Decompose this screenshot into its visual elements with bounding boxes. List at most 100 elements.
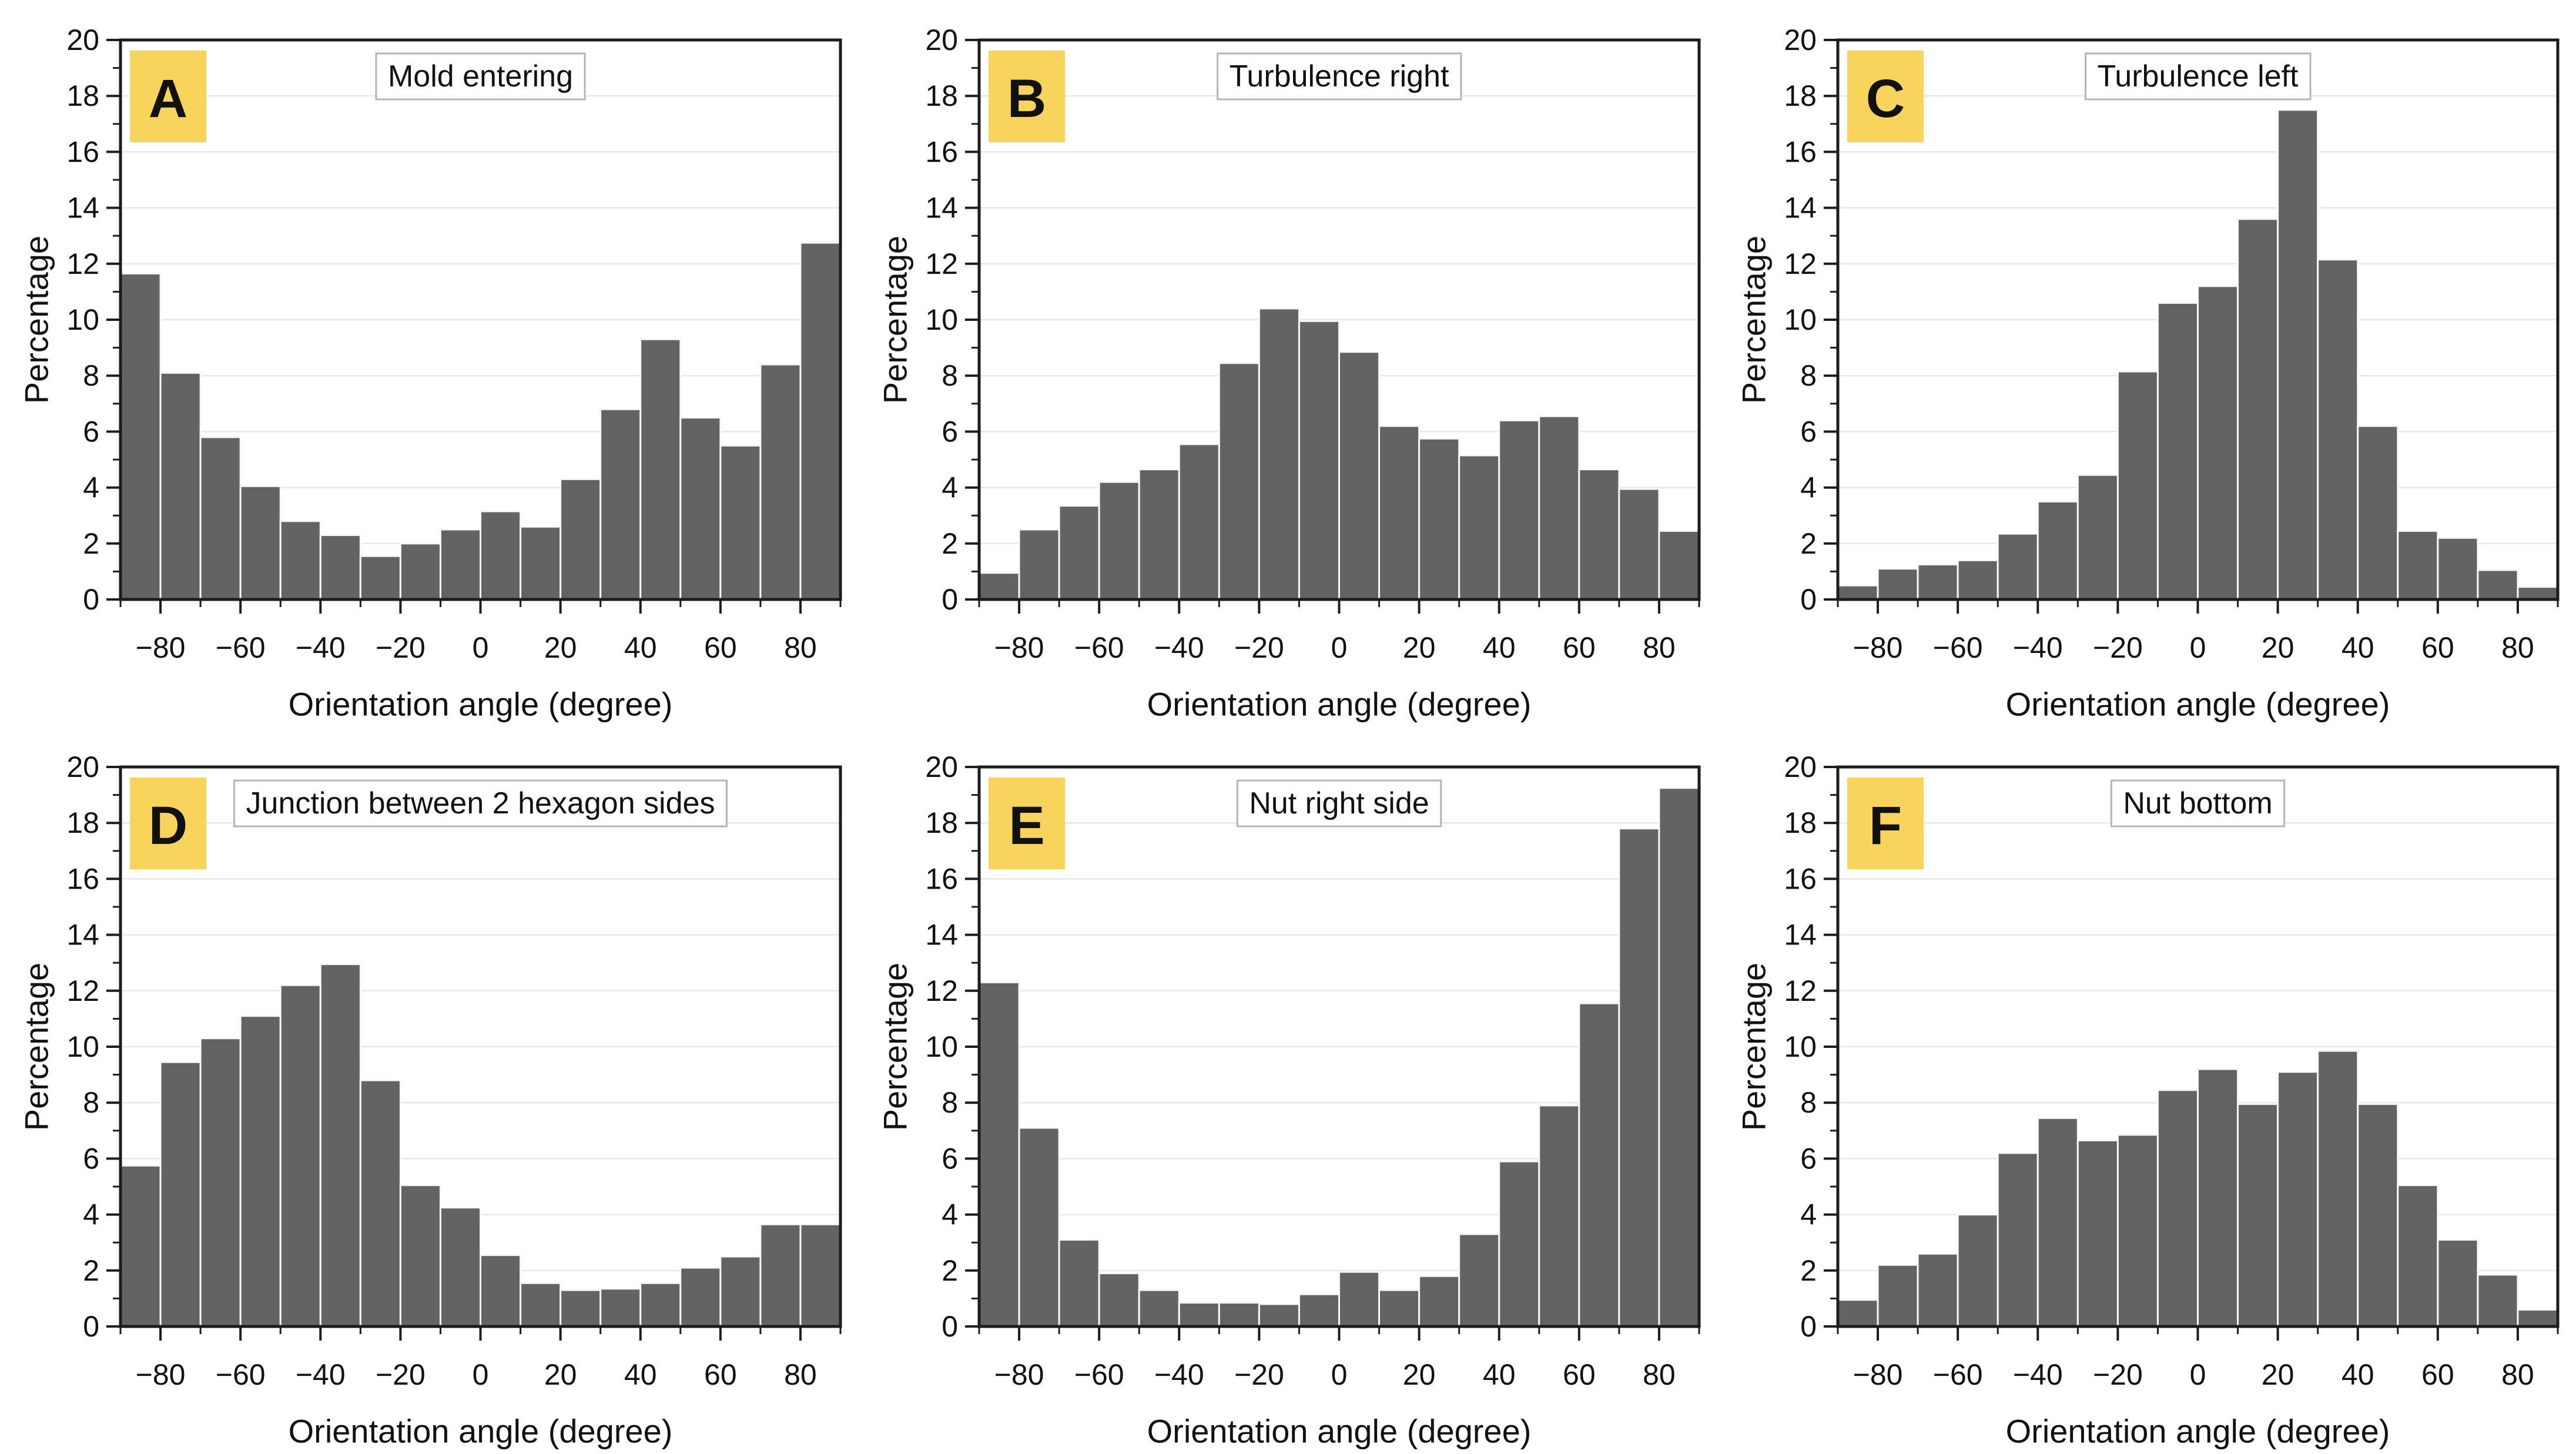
histogram-bar xyxy=(679,1267,722,1328)
histogram-bar xyxy=(1058,1238,1100,1328)
histogram-A-chart: 0 2 4 6 8 10 12 14 16 18 20 −80 −60 −40 −20 0 20 40 60 80 Or… xyxy=(18,24,842,723)
y-tick-label: 10 xyxy=(66,1030,99,1063)
y-tick-label: 20 xyxy=(925,24,958,56)
y-tick-label: 8 xyxy=(942,1086,958,1119)
histogram-bar xyxy=(1418,1275,1460,1328)
histogram-bar xyxy=(399,1184,441,1328)
x-axis-title: Orientation angle (degree) xyxy=(289,1413,673,1450)
histogram-bar xyxy=(719,444,762,601)
histogram-bar xyxy=(2237,1103,2279,1328)
histogram-bar xyxy=(359,555,401,601)
histogram-bar xyxy=(1178,1302,1220,1328)
y-axis-title: Percentage xyxy=(1736,236,1773,404)
y-axis-title: Percentage xyxy=(877,236,914,404)
y-tick-label: 12 xyxy=(66,247,99,280)
histogram-bar xyxy=(1578,1002,1620,1328)
panel-title-box xyxy=(2084,52,2312,100)
y-tick-label: 0 xyxy=(1800,583,1817,616)
histogram-bar xyxy=(319,534,361,601)
histogram-bar xyxy=(1957,1214,1999,1328)
panel-letter-badge xyxy=(989,51,1065,142)
y-tick-label: 4 xyxy=(83,1198,99,1231)
histogram-bar xyxy=(1997,532,2039,601)
histogram-bar xyxy=(1058,505,1100,601)
x-tick-label: −60 xyxy=(1074,1358,1124,1391)
histogram-bar xyxy=(1338,351,1381,601)
x-tick-label: −40 xyxy=(2013,1358,2063,1391)
histogram-bar xyxy=(439,1207,482,1328)
panel-letter: A xyxy=(149,69,187,129)
histogram-bar xyxy=(1378,425,1421,601)
y-tick-label: 14 xyxy=(1784,919,1817,952)
y-tick-label: 0 xyxy=(83,1310,99,1343)
panel-letter-badge xyxy=(989,778,1065,869)
x-tick-label: −80 xyxy=(1853,1358,1903,1391)
histogram-bar xyxy=(119,272,162,601)
histogram-bar xyxy=(978,981,1020,1328)
y-tick-label: 20 xyxy=(66,751,99,783)
y-tick-label: 0 xyxy=(942,1310,958,1343)
histogram-bar xyxy=(978,572,1020,601)
histogram-bar xyxy=(599,408,642,601)
y-tick-label: 2 xyxy=(942,527,958,560)
histogram-bar xyxy=(2277,109,2319,601)
y-tick-label: 2 xyxy=(1800,527,1817,560)
histogram-bar xyxy=(159,371,202,601)
x-tick-label: −40 xyxy=(1154,631,1204,664)
x-tick-label: 20 xyxy=(544,631,577,664)
panel-title: Mold entering xyxy=(388,59,573,93)
x-tick-label: −40 xyxy=(296,631,346,664)
histogram-bar xyxy=(1258,307,1300,601)
y-tick-label: 10 xyxy=(66,303,99,336)
panel-B: 0 2 4 6 8 10 12 14 16 18 20 −80 −60 −40 −20 0 20 40 60 80 Or… xyxy=(859,0,1717,727)
histogram-bar xyxy=(1018,528,1060,601)
panel-letter-badge xyxy=(1847,778,1924,869)
y-tick-label: 6 xyxy=(1800,1142,1817,1175)
x-axis-title: Orientation angle (degree) xyxy=(2006,686,2390,723)
histogram-bar xyxy=(2197,285,2239,601)
x-tick-label: 80 xyxy=(1643,1358,1676,1391)
y-tick-label: 12 xyxy=(925,247,958,280)
y-tick-label: 16 xyxy=(925,862,958,895)
x-tick-label: −20 xyxy=(2093,631,2143,664)
histogram-bar xyxy=(2437,537,2479,601)
x-tick-label: −20 xyxy=(2093,1358,2143,1391)
histogram-bar xyxy=(1498,1160,1540,1328)
x-tick-label: 0 xyxy=(2190,631,2206,664)
y-tick-label: 18 xyxy=(925,806,958,839)
x-tick-label: 80 xyxy=(784,1358,817,1391)
x-tick-label: 80 xyxy=(2501,631,2534,664)
panel-title: Nut bottom xyxy=(2123,786,2272,820)
y-tick-label: 10 xyxy=(925,1030,958,1063)
histogram-bar xyxy=(639,1282,682,1328)
histogram-bar xyxy=(480,510,522,601)
x-tick-label: −20 xyxy=(376,1358,426,1391)
histogram-bar xyxy=(2357,425,2399,601)
histogram-bar xyxy=(2517,1308,2559,1328)
y-tick-label: 6 xyxy=(83,1142,99,1175)
panel-E: 0 2 4 6 8 10 12 14 16 18 20 −80 −60 −40 −20 0 20 40 60 80 Or… xyxy=(859,727,1717,1454)
histogram-bar xyxy=(2156,1089,2199,1328)
x-tick-label: −20 xyxy=(1234,1358,1284,1391)
histogram-bar xyxy=(2076,474,2119,601)
panel-C: 0 2 4 6 8 10 12 14 16 18 20 −80 −60 −40 −20 0 20 40 60 80 Or… xyxy=(1717,0,2576,727)
histogram-bar xyxy=(1098,1272,1140,1328)
y-tick-label: 10 xyxy=(1784,1030,1817,1063)
panel-title-box xyxy=(2110,779,2286,827)
histogram-bar xyxy=(1917,1252,1959,1328)
x-tick-label: −60 xyxy=(216,631,266,664)
histogram-bar xyxy=(1178,443,1220,601)
histogram-bar xyxy=(1018,1127,1060,1328)
y-tick-label: 14 xyxy=(66,192,99,225)
y-tick-label: 4 xyxy=(1800,1198,1817,1231)
histogram-bar xyxy=(1138,468,1180,601)
y-tick-label: 2 xyxy=(1800,1254,1817,1287)
histogram-bar xyxy=(1538,1104,1580,1328)
histogram-bar xyxy=(199,1037,242,1328)
x-tick-label: 80 xyxy=(2501,1358,2534,1391)
histogram-bar xyxy=(199,436,242,601)
histogram-bar xyxy=(520,1282,562,1328)
histogram-bar xyxy=(1218,1302,1260,1328)
histogram-bar xyxy=(1618,488,1660,601)
y-tick-label: 16 xyxy=(66,135,99,168)
